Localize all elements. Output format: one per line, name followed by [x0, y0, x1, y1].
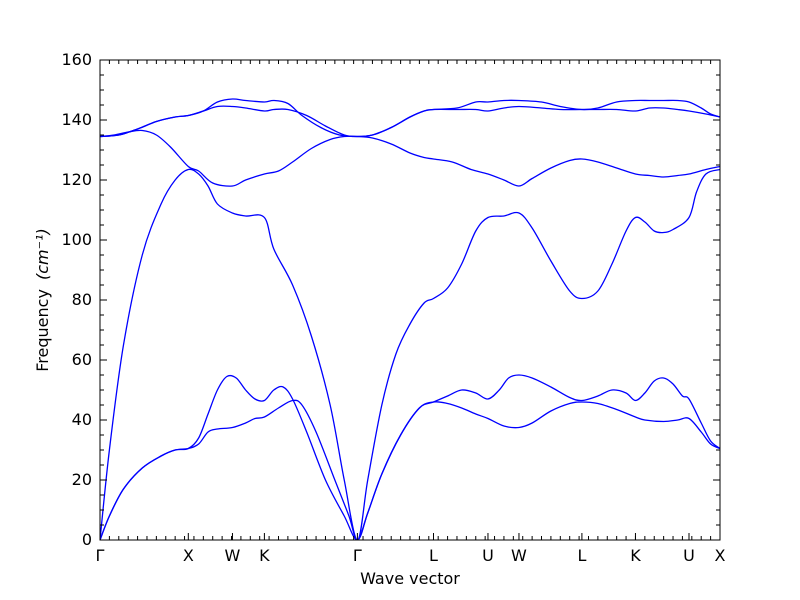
y-tick-label: 20: [72, 470, 92, 489]
x-tick-label: W: [225, 546, 241, 565]
y-axis: 0 20 40 60 80 100 120 140 160: [61, 50, 720, 549]
x-tick-label: K: [259, 546, 270, 565]
x-tick-label: X: [715, 546, 726, 565]
band-line-1: [100, 399, 720, 540]
y-tick-label: 40: [72, 410, 92, 429]
y-tick-label: 100: [61, 230, 92, 249]
x-tick-label: L: [429, 546, 438, 565]
x-tick-label: X: [183, 546, 194, 565]
band-lines: [100, 98, 720, 540]
x-tick-label: K: [630, 546, 641, 565]
y-axis-unit: (cm⁻¹): [33, 228, 52, 280]
y-tick-label: 120: [61, 170, 92, 189]
x-tick-label: W: [511, 546, 527, 565]
plot-frame: [99, 59, 721, 541]
x-tick-label: U: [683, 546, 695, 565]
x-tick-label: Γ: [353, 546, 362, 565]
y-tick-label: 160: [61, 50, 92, 69]
band-line-4: [100, 129, 720, 187]
band-line-5: [100, 105, 720, 138]
band-line-6: [100, 98, 720, 138]
x-tick-label: L: [577, 546, 586, 565]
band-line-2: [100, 374, 720, 540]
y-tick-label: 80: [72, 290, 92, 309]
x-tick-label: U: [482, 546, 494, 565]
y-tick-label: 140: [61, 110, 92, 129]
x-axis-title: Wave vector: [360, 569, 460, 588]
y-axis-title: Frequency (cm⁻¹): [33, 228, 52, 371]
x-tick-label: Γ: [96, 546, 105, 565]
y-tick-label: 60: [72, 350, 92, 369]
y-axis-title-text: Frequency: [33, 289, 52, 372]
band-line-3: [100, 168, 720, 540]
y-tick-label: 0: [82, 530, 92, 549]
